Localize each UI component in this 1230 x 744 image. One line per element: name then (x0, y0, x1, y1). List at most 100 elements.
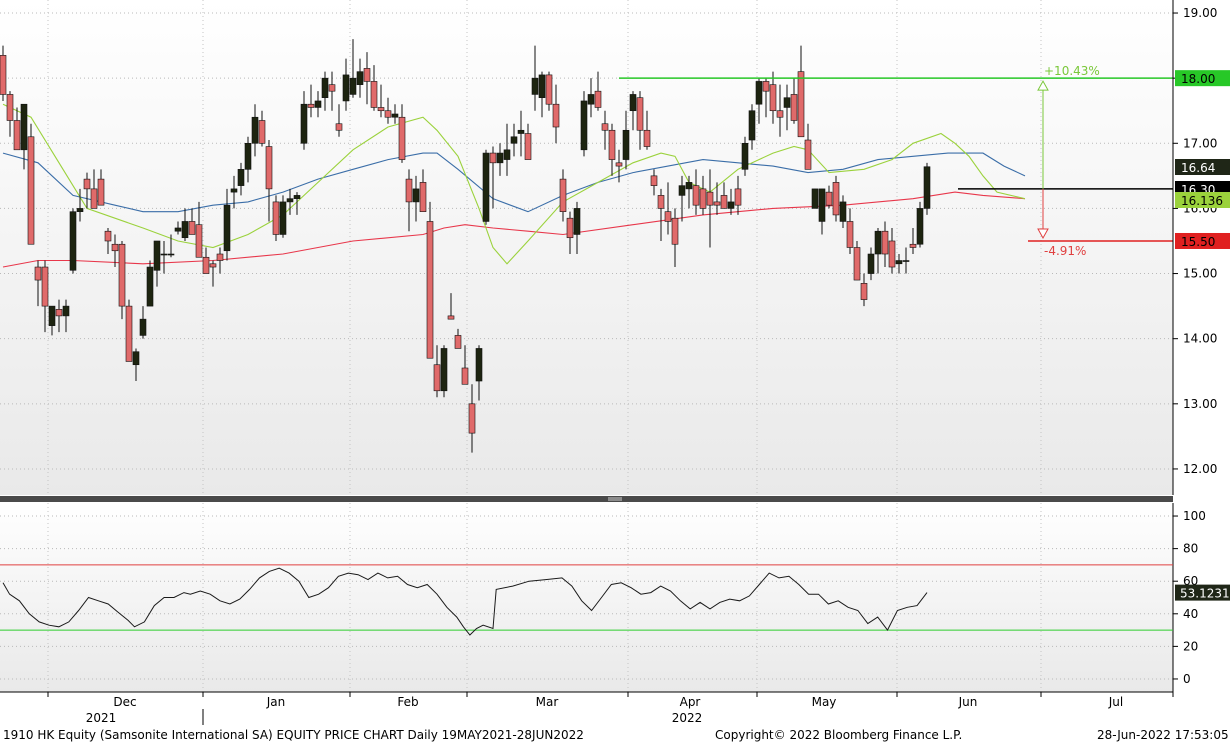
candle-body (433, 364, 441, 392)
candlestick (657, 188, 665, 241)
candle-body (622, 129, 630, 160)
candlestick (496, 143, 504, 176)
candlestick (48, 305, 56, 336)
candlestick (524, 123, 532, 160)
rsi-tick-label: 80 (1183, 542, 1198, 556)
candle-body (62, 305, 70, 317)
candle-body (167, 253, 175, 256)
candle-body (370, 81, 378, 108)
candlestick (762, 78, 770, 118)
candle-body (426, 221, 434, 359)
candle-body (454, 335, 462, 349)
candle-body (90, 188, 98, 209)
candlestick (671, 208, 679, 268)
candlestick (363, 52, 371, 105)
candle-body (573, 208, 581, 235)
candle-body (839, 201, 847, 222)
price-marker: 16.136 (1175, 192, 1230, 208)
candlestick (923, 162, 931, 215)
price-tick-label: 19.00 (1183, 6, 1217, 20)
price-marker-box (1175, 159, 1230, 175)
candlestick (188, 208, 196, 235)
candlestick (97, 169, 105, 206)
candlestick (398, 104, 406, 163)
candlestick (237, 162, 245, 196)
candlestick (811, 188, 819, 209)
candle-body (195, 224, 203, 258)
candle-body (132, 351, 140, 366)
candlestick (300, 91, 308, 150)
candle-body (482, 152, 490, 222)
candlestick (629, 91, 637, 131)
candlestick (258, 110, 266, 147)
candlestick (356, 58, 364, 98)
candlestick (384, 97, 392, 124)
candle-body (146, 266, 154, 307)
candlestick (328, 71, 336, 111)
candlestick (853, 240, 861, 281)
candlestick (706, 169, 714, 248)
price-marker-box (1175, 70, 1230, 87)
candlestick (118, 240, 126, 320)
year-label: 2021 (86, 711, 117, 725)
candle-body (328, 84, 336, 92)
chart-footer: 1910 HK Equity (Samsonite International … (0, 726, 1230, 744)
candle-body (272, 201, 280, 235)
candle-body (384, 110, 392, 118)
candlestick (916, 201, 924, 248)
month-label: Apr (680, 695, 701, 709)
price-marker-label: 16.64 (1181, 161, 1215, 175)
candlestick (426, 201, 434, 359)
chart-description: 1910 HK Equity (Samsonite International … (3, 728, 584, 742)
candlestick (622, 110, 630, 170)
candlestick (818, 188, 826, 235)
candlestick (888, 227, 896, 274)
candlestick (440, 345, 448, 398)
rsi-marker: 53.1231 (1175, 584, 1230, 601)
moving-average-short-line (2, 103, 1026, 265)
candlestick (797, 45, 805, 138)
candle-body (496, 152, 504, 164)
candle-body (118, 243, 126, 307)
candlestick (489, 146, 497, 209)
candle-body (223, 204, 231, 252)
candlestick (552, 84, 560, 144)
candlestick (755, 78, 763, 124)
candlestick (83, 172, 91, 209)
candle-body (391, 113, 399, 118)
candle-body (888, 240, 896, 268)
candle-body (818, 188, 826, 222)
candlestick (846, 208, 854, 255)
candlestick (615, 149, 623, 183)
candlestick (160, 240, 168, 274)
candle-body (895, 260, 903, 265)
candlestick (349, 39, 357, 98)
price-marker-label: 16.136 (1181, 194, 1223, 208)
candle-body (20, 103, 28, 151)
candlestick (454, 328, 462, 349)
candle-body (706, 191, 714, 206)
candlestick (6, 91, 14, 137)
moving-average-long-line (2, 191, 1026, 268)
candlestick (286, 188, 294, 215)
month-label: Dec (113, 695, 136, 709)
candlestick (314, 91, 322, 118)
candle-body (615, 162, 623, 167)
candle-body (860, 283, 868, 300)
candlestick (342, 58, 350, 111)
candlestick (734, 175, 742, 215)
candlestick (34, 260, 42, 307)
candle-body (790, 94, 798, 121)
rsi-panel-background (0, 503, 1173, 692)
price-tick-label: 15.00 (1183, 267, 1217, 281)
candle-body (881, 230, 889, 255)
candle-body (363, 68, 371, 82)
candlestick (370, 65, 378, 111)
candle-body (279, 201, 287, 235)
candlestick (0, 45, 7, 101)
candlestick (664, 182, 672, 235)
candlestick (839, 195, 847, 228)
candle-body (783, 97, 791, 108)
month-label: Mar (536, 695, 559, 709)
candle-body (139, 318, 147, 336)
